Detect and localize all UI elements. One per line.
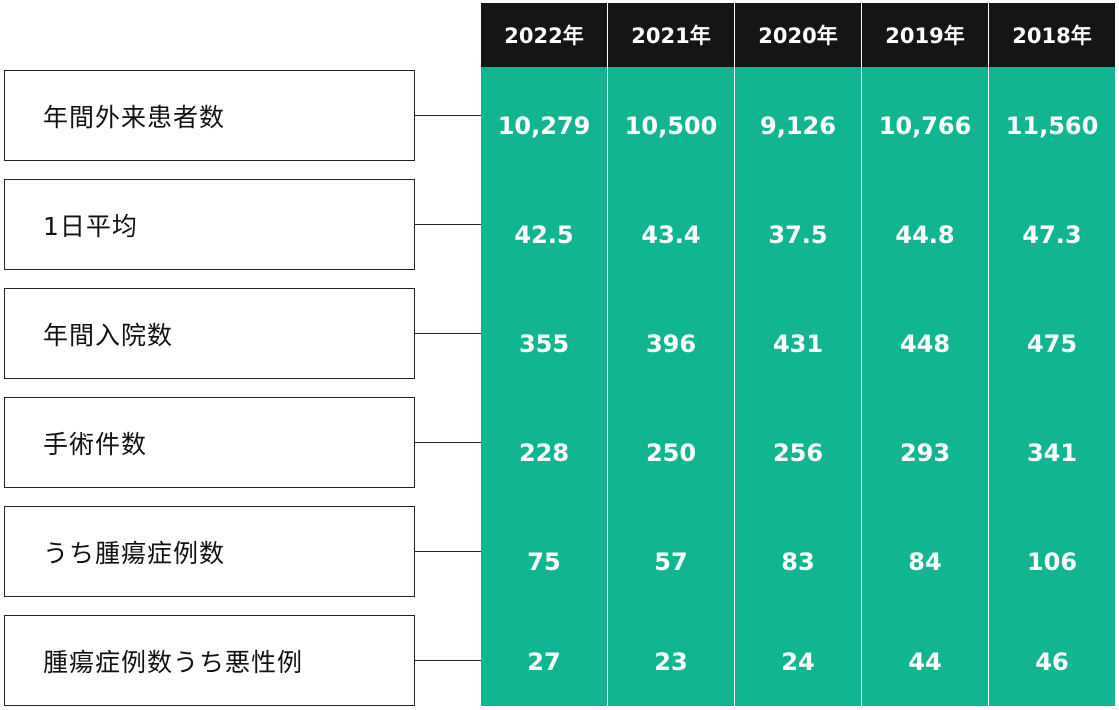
value-cell: 46: [1035, 648, 1069, 676]
value-cell: 10,500: [624, 112, 718, 140]
row-label-tumor-cases: うち腫瘍症例数: [4, 506, 415, 597]
row-label-text: 手術件数: [43, 429, 148, 459]
value-cell: 24: [781, 648, 815, 676]
column-header: 2020年: [735, 3, 861, 67]
row-connector-line: [415, 224, 481, 225]
value-cell: 84: [908, 548, 942, 576]
value-cell: 355: [518, 330, 570, 358]
row-label-annual-outpatients: 年間外来患者数: [4, 70, 415, 161]
value-cell: 396: [645, 330, 697, 358]
row-label-text: 年間外来患者数: [43, 102, 226, 132]
value-cell: 448: [899, 330, 951, 358]
value-cell: 27: [527, 648, 561, 676]
value-cell: 228: [518, 439, 570, 467]
row-label-annual-admissions: 年間入院数: [4, 288, 415, 379]
value-cell: 10,766: [878, 112, 972, 140]
value-cell: 106: [1026, 548, 1078, 576]
value-cell: 75: [527, 548, 561, 576]
row-connector-line: [415, 442, 481, 443]
row-connector-line: [415, 115, 481, 116]
column-body: 10,766 44.8 448 293 84 44: [862, 67, 988, 706]
value-cell: 83: [781, 548, 815, 576]
column-header: 2019年: [862, 3, 988, 67]
value-cell: 11,560: [1005, 112, 1099, 140]
row-connector-line: [415, 660, 481, 661]
row-label-daily-average: 1日平均: [4, 179, 415, 270]
column-body: 9,126 37.5 431 256 83 24: [735, 67, 861, 706]
row-label-malignant-cases: 腫瘍症例数うち悪性例: [4, 615, 415, 706]
row-label-text: 腫瘍症例数うち悪性例: [43, 647, 304, 677]
row-label-text: 年間入院数: [43, 320, 174, 350]
value-cell: 475: [1026, 330, 1078, 358]
value-cell: 42.5: [514, 221, 574, 249]
column-body: 10,500 43.4 396 250 57 23: [608, 67, 734, 706]
value-cell: 10,279: [497, 112, 591, 140]
value-cell: 47.3: [1022, 221, 1082, 249]
value-cell: 57: [654, 548, 688, 576]
row-connector-line: [415, 551, 481, 552]
column-header: 2021年: [608, 3, 734, 67]
column-header: 2018年: [989, 3, 1115, 67]
value-cell: 431: [772, 330, 824, 358]
row-label-text: 1日平均: [43, 211, 138, 241]
column-body: 11,560 47.3 475 341 106 46: [989, 67, 1115, 706]
value-cell: 44.8: [895, 221, 955, 249]
column-header: 2022年: [481, 3, 607, 67]
value-cell: 9,126: [760, 112, 836, 140]
value-cell: 23: [654, 648, 688, 676]
value-cell: 341: [1026, 439, 1078, 467]
row-label-surgeries: 手術件数: [4, 397, 415, 488]
value-cell: 256: [772, 439, 824, 467]
value-cell: 37.5: [768, 221, 828, 249]
value-cell: 44: [908, 648, 942, 676]
value-cell: 43.4: [641, 221, 701, 249]
value-cell: 293: [899, 439, 951, 467]
value-cell: 250: [645, 439, 697, 467]
row-label-text: うち腫瘍症例数: [43, 538, 226, 568]
column-body: 10,279 42.5 355 228 75 27: [481, 67, 607, 706]
row-connector-line: [415, 333, 481, 334]
